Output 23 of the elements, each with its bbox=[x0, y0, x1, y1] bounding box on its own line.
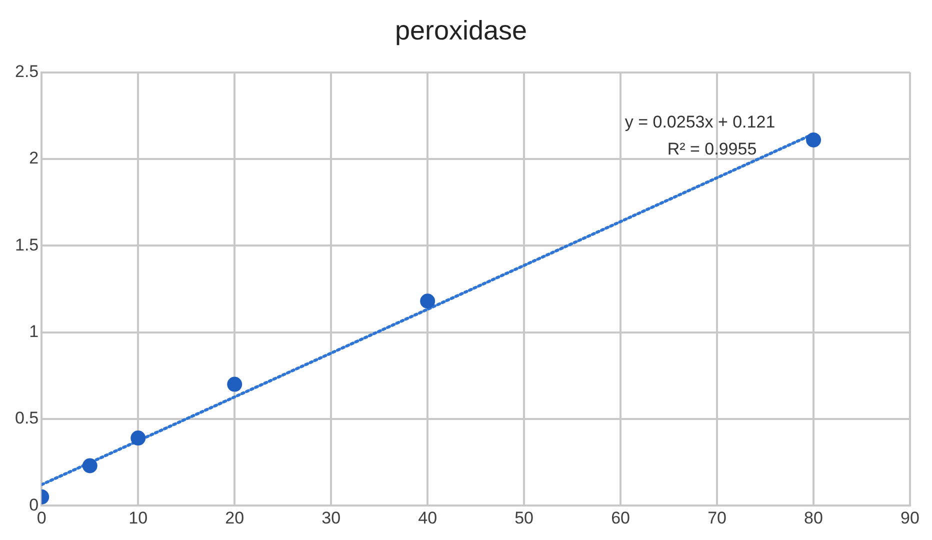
y-tick-label: 1 bbox=[29, 322, 39, 342]
x-tick-label: 30 bbox=[322, 508, 341, 528]
y-tick-label: 2.5 bbox=[14, 62, 39, 82]
point bbox=[420, 294, 436, 309]
point bbox=[82, 458, 98, 474]
x-tick-label: 20 bbox=[225, 508, 244, 528]
x-tick-label: 50 bbox=[514, 508, 534, 528]
x-tick-label: 10 bbox=[128, 508, 148, 528]
x-tick-label: 80 bbox=[804, 508, 823, 528]
y-tick-label: 1.5 bbox=[14, 235, 39, 254]
annotation: y = 0.0253x + 0.121 bbox=[624, 112, 776, 132]
x-tick-label: 90 bbox=[900, 508, 920, 528]
point bbox=[130, 430, 146, 446]
x-tick-label: 70 bbox=[708, 508, 726, 528]
y-tick-label: 2 bbox=[29, 148, 39, 168]
chart-title: peroxidase bbox=[394, 16, 528, 46]
annotation: R² = 0.9955 bbox=[667, 139, 757, 158]
x-tick-label: 60 bbox=[611, 508, 630, 528]
y-tick-label: 0 bbox=[29, 495, 39, 514]
x-tick-label: 40 bbox=[418, 508, 438, 528]
point bbox=[806, 132, 822, 148]
y-tick-label: 0.5 bbox=[14, 408, 39, 428]
point bbox=[227, 376, 242, 392]
